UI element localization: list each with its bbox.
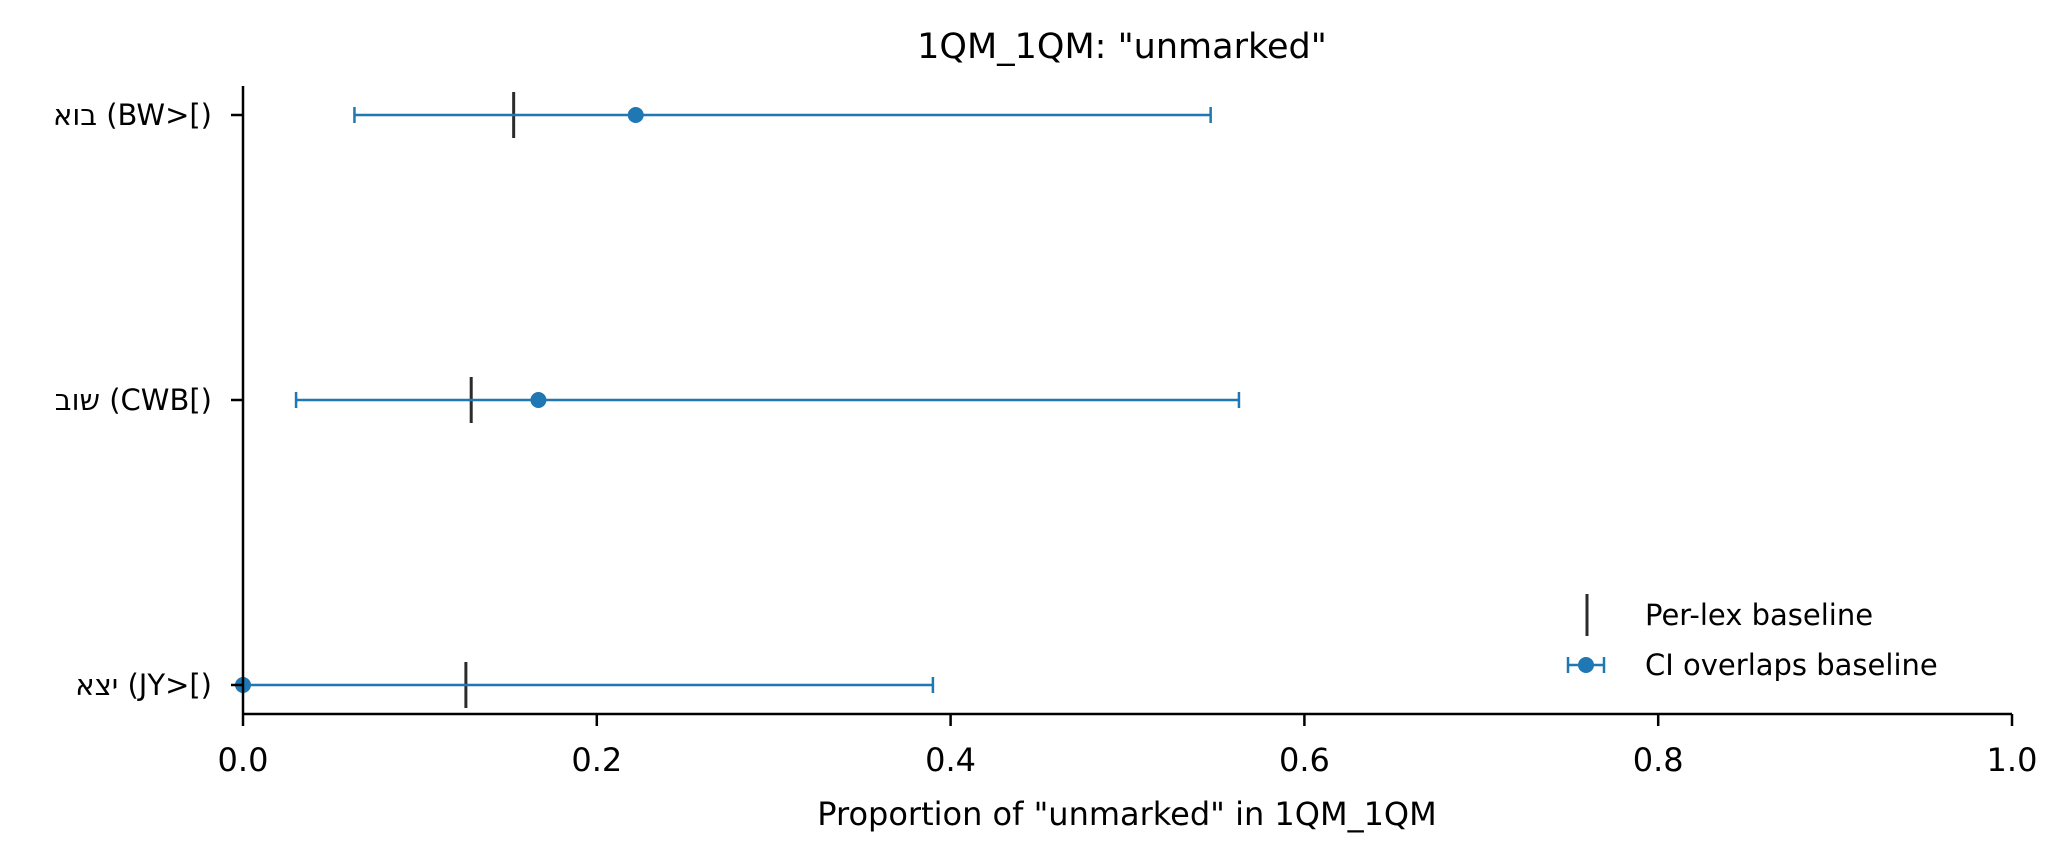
y-tick-label: יצא (JY>[) [75,668,212,702]
x-axis-label: Proportion of "unmarked" in 1QM_1QM [817,795,1436,833]
x-axis-ticks: 0.0 0.2 0.4 0.6 0.8 1.0 [218,714,2038,779]
x-tick-label: 0.6 [1279,741,1330,779]
ci-point [627,107,644,123]
x-tick-label: 0.8 [1633,741,1684,779]
plot-area [235,92,1241,708]
legend-ci-label: CI overlaps baseline [1645,648,1938,682]
legend-ci-point [1578,657,1594,673]
y-tick-label: בוא (BW>[) [53,98,212,132]
y-tick-label: שוב (CWB[) [55,383,212,417]
chart-title: 1QM_1QM: "unmarked" [917,27,1327,67]
ci-point [530,392,547,408]
x-tick-label: 0.4 [925,741,976,779]
x-tick-label: 0.0 [218,741,269,779]
legend-baseline-label: Per-lex baseline [1645,598,1873,632]
y-axis-ticks: בוא (BW>[) שוב (CWB[) יצא (JY>[) [53,98,243,702]
legend: Per-lex baseline CI overlaps baseline [1566,594,1938,682]
x-tick-label: 1.0 [1987,741,2038,779]
x-tick-label: 0.2 [571,741,622,779]
